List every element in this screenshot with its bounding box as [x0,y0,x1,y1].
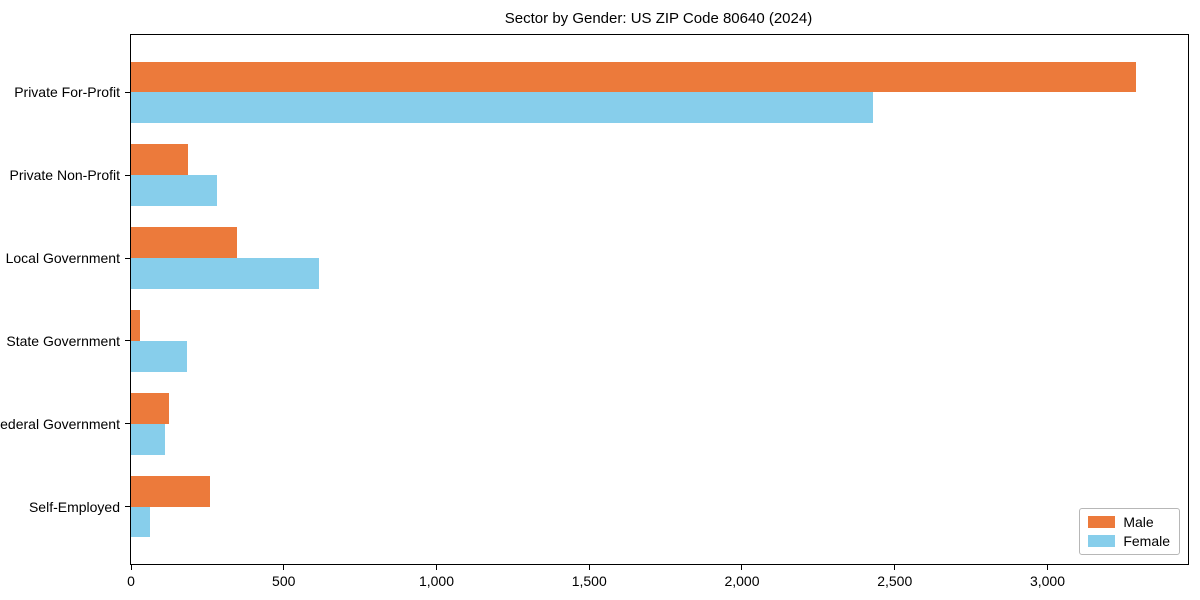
y-axis-tick [125,506,130,508]
legend-swatch-female [1088,535,1116,547]
legend-item-female: Female [1088,534,1170,548]
chart-title: Sector by Gender: US ZIP Code 80640 (202… [504,10,813,27]
y-tick-label: Federal Government [0,415,120,432]
bar-female-5 [131,506,150,538]
y-tick-label: State Government [6,332,120,349]
bar-male-5 [131,476,211,507]
x-axis-tick [1046,565,1048,570]
bar-male-1 [131,144,188,176]
y-axis-tick [125,423,130,425]
bar-male-3 [131,310,140,341]
x-axis-tick [435,565,437,570]
y-tick-label: Private For-Profit [14,84,120,101]
bar-female-2 [131,258,319,289]
legend-label-male: Male [1123,514,1154,530]
bar-female-3 [131,340,187,372]
x-axis-tick [588,565,590,570]
x-tick-label: 500 [272,573,296,589]
x-tick-label: 2,500 [877,573,913,589]
legend: Male Female [1079,508,1180,555]
bar-female-4 [131,423,165,455]
x-axis-tick [283,565,285,570]
x-tick-label: 0 [127,573,135,589]
y-axis-tick [125,174,130,176]
x-axis-tick [130,565,132,570]
x-tick-label: 1,000 [418,573,455,589]
x-axis-tick [741,565,743,570]
legend-item-male: Male [1088,515,1170,529]
y-tick-label: Self-Employed [28,498,120,515]
legend-swatch-male [1088,516,1116,528]
y-tick-label: Local Government [5,250,120,267]
y-tick-label: Private Non-Profit [9,167,120,184]
x-tick-label: 3,000 [1029,573,1065,589]
y-axis-tick [125,91,130,93]
bar-male-4 [131,393,170,424]
y-axis-tick [125,340,130,342]
y-axis-tick [125,257,130,259]
legend-label-female: Female [1123,533,1170,549]
bar-male-2 [131,227,238,259]
x-tick-label: 1,500 [571,573,607,589]
bar-female-1 [131,175,218,206]
bar-male-0 [131,61,1137,93]
x-tick-label: 2,000 [724,573,760,589]
x-axis-tick [894,565,896,570]
bar-female-0 [131,92,874,123]
plot-area: Male Female Private For-Profit Private No… [0,34,1189,589]
